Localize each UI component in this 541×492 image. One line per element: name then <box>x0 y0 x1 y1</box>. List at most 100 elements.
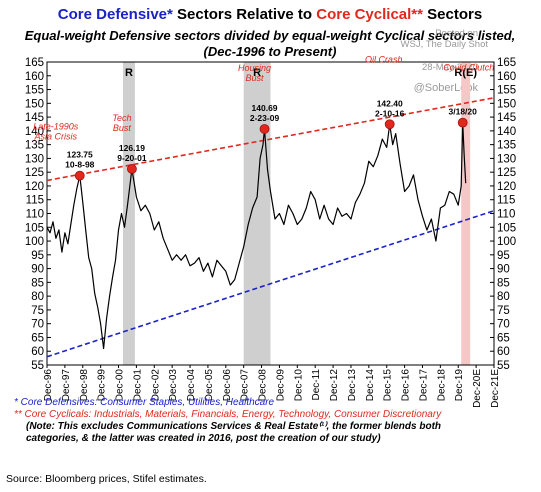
recession-label-2: R <box>253 67 261 79</box>
y-tick-label-right: 125 <box>497 167 516 179</box>
y-tick-label-left: 115 <box>26 195 44 207</box>
x-tick-label: Dec-17 <box>418 369 429 402</box>
event-label-3: Housing <box>238 63 271 73</box>
peak-label-1: 123.75 <box>67 150 93 160</box>
y-tick-label-left: 125 <box>25 167 44 179</box>
x-tick-label: Dec-13 <box>347 369 358 402</box>
x-tick-label: Dec-01 <box>132 369 143 402</box>
peak-marker-1 <box>74 170 85 181</box>
y-tick-label-right: 120 <box>497 181 516 193</box>
peak-label-4: 2-10-16 <box>375 108 405 118</box>
title-defensive: Core Defensive* <box>58 6 173 23</box>
event-label-3: Bust <box>246 73 265 83</box>
chart-subtitle-2: (Dec-1996 to Present) <box>204 44 337 59</box>
chart-subtitle-1: Equal-weight Defensive sectors divided b… <box>25 28 516 43</box>
x-tick-label: Dec-05 <box>204 369 215 402</box>
y-tick-label-right: 80 <box>497 291 510 303</box>
y-tick-label-left: 90 <box>31 264 44 276</box>
recession-label-1: R <box>125 67 133 79</box>
x-tick-label: Dec-99 <box>97 369 108 402</box>
y-tick-label-right: 70 <box>497 319 510 331</box>
y-tick-label-right: 65 <box>497 332 510 344</box>
x-tick-label: Dec-16 <box>401 369 412 402</box>
source-note: Source: Bloomberg prices, Stifel estimat… <box>6 473 207 485</box>
y-tick-label-right: 55 <box>497 360 510 372</box>
y-tick-label-left: 165 <box>25 57 44 69</box>
title-end: Sectors <box>423 6 482 23</box>
chart-title: Core Defensive* Sectors Relative to Core… <box>58 6 482 23</box>
note-cyclical: ** Core Cyclicals: Industrials, Material… <box>14 409 442 420</box>
recession-band-1 <box>122 62 135 365</box>
y-tick-label-left: 80 <box>31 291 44 303</box>
x-tick-label: Dec-07 <box>240 369 251 402</box>
y-tick-label-right: 145 <box>497 112 516 124</box>
x-tick-label: Dec-14 <box>365 369 376 402</box>
y-tick-label-left: 85 <box>31 277 44 289</box>
x-tick-label: Dec-00 <box>115 369 126 402</box>
y-tick-label-right: 150 <box>497 98 516 110</box>
title-middle: Sectors Relative to <box>173 6 316 23</box>
event-label-5: Covid Clutch <box>443 63 494 73</box>
x-tick-label: Dec-98 <box>79 369 90 402</box>
event-label-1: Asia Crisis <box>34 132 78 142</box>
x-tick-label: Dec-06 <box>222 369 233 402</box>
upper-trend-line <box>46 97 495 182</box>
y-tick-label-right: 135 <box>497 140 516 152</box>
y-tick-label-left: 130 <box>25 153 44 165</box>
watermark-outlet: WSJ, The Daily Shot <box>401 39 489 50</box>
x-tick-label: Dec-18 <box>436 369 447 402</box>
y-tick-label-left: 95 <box>31 250 44 262</box>
y-tick-label-left: 140 <box>25 126 44 138</box>
y-tick-label-left: 160 <box>25 71 44 83</box>
y-tick-label-left: 55 <box>31 360 44 372</box>
event-label-4: Oil Crash <box>365 54 403 64</box>
y-tick-label-right: 160 <box>497 71 516 83</box>
event-label-2: Bust <box>113 123 132 133</box>
peak-label-2: 126.19 <box>119 143 145 153</box>
x-tick-label: Dec-08 <box>258 369 269 402</box>
y-tick-label-right: 165 <box>497 57 516 69</box>
x-tick-label: Dec-15 <box>383 369 394 402</box>
peak-marker-5 <box>457 117 468 128</box>
x-tick-label: Dec-09 <box>275 369 286 402</box>
y-tick-label-right: 155 <box>497 85 516 97</box>
recession-band-3 <box>461 62 471 365</box>
chart-svg: Core Defensive* Sectors Relative to Core… <box>25 6 516 408</box>
x-tick-label: Dec-97 <box>61 369 72 402</box>
watermark-date: 28-May-2020 <box>422 62 478 73</box>
x-tick-label: Dec-96 <box>43 369 54 402</box>
event-label-1: Late-1990s <box>33 122 79 132</box>
y-tick-label-right: 60 <box>497 346 510 358</box>
y-tick-label-left: 135 <box>25 140 44 152</box>
y-tick-label-left: 105 <box>25 222 44 234</box>
y-tick-label-right: 130 <box>497 153 516 165</box>
event-label-2: Tech <box>112 113 131 123</box>
x-tick-label: Dec-03 <box>168 369 179 402</box>
y-tick-label-right: 85 <box>497 277 510 289</box>
y-tick-label-right: 95 <box>497 250 510 262</box>
y-tick-label-right: 115 <box>497 195 515 207</box>
x-tick-label: Dec-12 <box>329 369 340 402</box>
peak-marker-2 <box>127 164 137 174</box>
note-defensive: * Core Defensives: Consumer Staples, Uti… <box>14 397 275 408</box>
y-tick-label-left: 155 <box>25 85 44 97</box>
peak-label-3: 2-23-09 <box>250 113 280 123</box>
y-tick-label-left: 120 <box>25 181 44 193</box>
note-line1: (Note: This excludes Communications Serv… <box>26 421 442 432</box>
x-tick-label: Dec-10 <box>293 369 304 402</box>
y-tick-label-right: 110 <box>497 209 515 221</box>
x-tick-label: Dec-02 <box>150 369 161 402</box>
peak-marker-3 <box>259 124 270 134</box>
series-line-1 <box>46 122 467 350</box>
y-tick-label-right: 140 <box>497 126 516 138</box>
title-cyclical: Core Cyclical** <box>316 6 423 23</box>
x-tick-label: Dec-21E <box>490 369 501 408</box>
x-tick-label: Dec-19 <box>454 369 465 402</box>
note-line2: categories, & the latter was created in … <box>26 433 381 444</box>
peak-label-5: 3/18/20 <box>449 107 478 117</box>
x-tick-label: Dec-11 <box>311 369 322 401</box>
y-tick-label-right: 75 <box>497 305 510 317</box>
peak-marker-4 <box>384 119 395 130</box>
y-tick-label-left: 100 <box>25 236 44 248</box>
